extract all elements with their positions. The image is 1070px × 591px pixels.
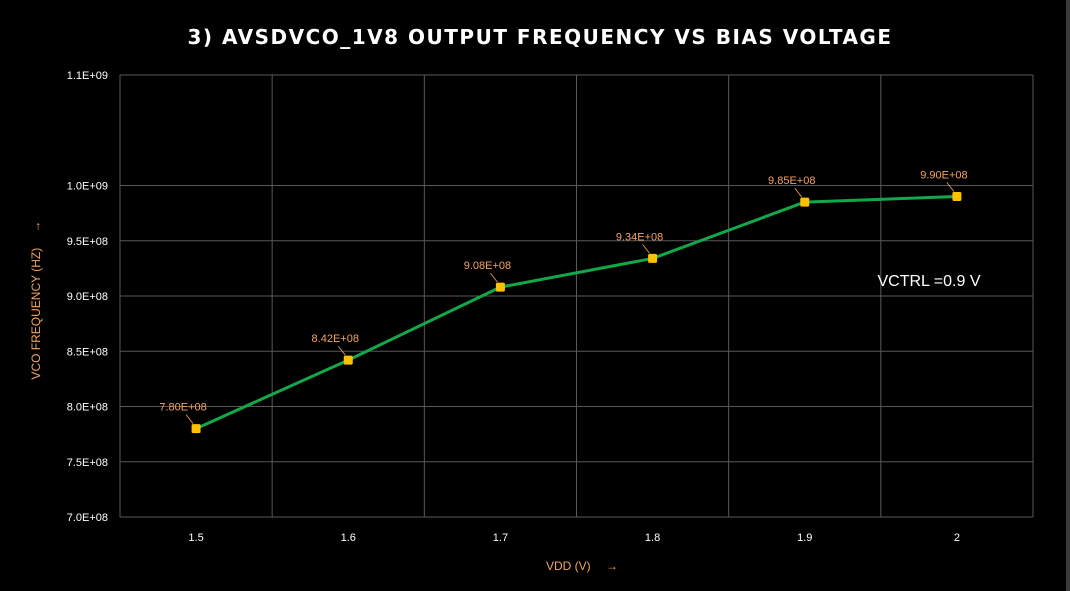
x-tick-label: 1.8 [645, 532, 660, 544]
data-label-leader [946, 182, 955, 192]
data-label: 9.34E+08 [616, 231, 663, 243]
y-axis-label-text: VCO FREQUENCY (HZ) [29, 248, 43, 380]
y-tick-label: 9.5E+08 [67, 236, 108, 248]
data-label: 9.90E+08 [920, 170, 967, 182]
data-label-leader [185, 414, 194, 424]
x-tick-label: 1.7 [493, 532, 508, 544]
grid-lines [119, 74, 1034, 518]
data-label: 8.42E+08 [312, 333, 359, 345]
data-label: 7.80E+08 [159, 402, 206, 414]
data-point-marker [952, 192, 962, 202]
y-axis-arrow-icon: → [29, 220, 43, 232]
data-labels: 7.80E+08 8.42E+08 9.08E+08 9.34E+08 9.85E+08… [159, 170, 968, 424]
data-label-leader [337, 345, 346, 356]
x-axis-label-text: VDD (V) [546, 559, 591, 573]
y-tick-label: 7.5E+08 [67, 457, 108, 469]
data-point-marker [191, 424, 201, 434]
x-tick-label: 1.5 [188, 532, 203, 544]
window-edge [1066, 0, 1070, 591]
data-label-leader [642, 244, 650, 254]
x-tick-label: 1.6 [341, 532, 356, 544]
x-tick-label: 2 [954, 532, 960, 544]
series-line [195, 195, 957, 430]
series-layer [191, 192, 962, 434]
y-tick-label: 7.0E+08 [67, 512, 108, 524]
x-axis-label: VDD (V) → [546, 559, 618, 573]
x-tick-label: 1.9 [797, 532, 812, 544]
data-point-marker [343, 355, 353, 365]
data-label-leader [794, 187, 803, 198]
y-tick-label: 1.0E+09 [67, 181, 108, 193]
chart-title: 3) AVSDVCO_1V8 OUTPUT FREQUENCY VS BIAS … [187, 25, 892, 49]
y-tick-label: 8.0E+08 [67, 402, 108, 414]
y-axis-label: VCO FREQUENCY (HZ) → [29, 220, 43, 379]
x-axis-arrow-icon: → [606, 559, 618, 573]
y-tick-label: 9.0E+08 [67, 291, 108, 303]
data-point-marker [495, 282, 505, 292]
data-label-leader [490, 272, 498, 283]
data-point-marker [648, 253, 658, 263]
data-label: 9.85E+08 [768, 175, 815, 187]
data-point-marker [800, 197, 810, 207]
y-tick-label: 1.1E+09 [67, 70, 108, 82]
y-axis-ticks: 7.0E+08 7.5E+08 8.0E+08 8.5E+08 9.0E+08 9.5E+… [67, 70, 108, 524]
vctrl-annotation: VCTRL =0.9 V [877, 273, 980, 290]
data-label: 9.08E+08 [464, 260, 511, 272]
y-tick-label: 8.5E+08 [67, 346, 108, 358]
x-axis-ticks: 1.5 1.6 1.7 1.8 1.9 2 [188, 532, 960, 544]
